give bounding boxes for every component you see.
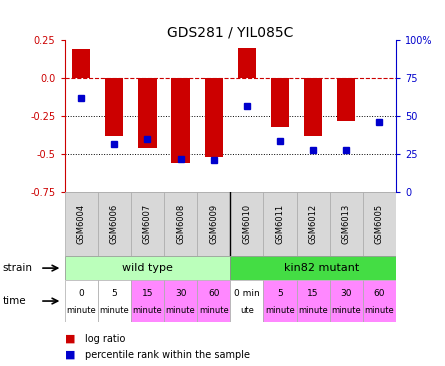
Bar: [330, 280, 363, 322]
Text: 60: 60: [208, 289, 219, 298]
Bar: [297, 192, 330, 256]
Bar: [271, 78, 289, 127]
Bar: [197, 192, 231, 256]
Text: log ratio: log ratio: [85, 333, 125, 344]
Text: minute: minute: [265, 306, 295, 315]
Title: GDS281 / YIL085C: GDS281 / YIL085C: [167, 25, 293, 39]
Text: percentile rank within the sample: percentile rank within the sample: [85, 350, 250, 360]
Bar: [263, 192, 296, 256]
Bar: [98, 280, 131, 322]
Text: GSM6006: GSM6006: [110, 204, 119, 244]
Text: GSM6013: GSM6013: [342, 204, 351, 244]
Text: 5: 5: [277, 289, 283, 298]
Bar: [164, 280, 197, 322]
Bar: [263, 280, 296, 322]
Text: minute: minute: [199, 306, 229, 315]
Bar: [171, 78, 190, 163]
Bar: [304, 78, 322, 136]
Text: GSM6004: GSM6004: [77, 204, 85, 244]
Bar: [98, 192, 131, 256]
Text: minute: minute: [332, 306, 361, 315]
Bar: [65, 192, 98, 256]
Text: GSM6009: GSM6009: [209, 204, 218, 244]
Text: ■: ■: [65, 350, 75, 360]
Bar: [337, 78, 356, 121]
Text: 0 min: 0 min: [234, 289, 260, 298]
Text: time: time: [2, 296, 26, 306]
Bar: [238, 48, 256, 78]
Text: 0: 0: [78, 289, 84, 298]
Bar: [297, 280, 330, 322]
Bar: [105, 78, 123, 136]
Text: minute: minute: [133, 306, 162, 315]
Text: GSM6010: GSM6010: [243, 204, 251, 244]
Text: 30: 30: [175, 289, 186, 298]
Bar: [164, 192, 197, 256]
Text: ■: ■: [65, 333, 75, 344]
Bar: [231, 192, 263, 256]
Bar: [197, 280, 231, 322]
Text: GSM6012: GSM6012: [309, 204, 318, 244]
Text: GSM6005: GSM6005: [375, 204, 384, 244]
Text: 30: 30: [340, 289, 352, 298]
Text: minute: minute: [298, 306, 328, 315]
Bar: [131, 280, 164, 322]
Bar: [205, 78, 223, 157]
Text: 60: 60: [374, 289, 385, 298]
Text: ute: ute: [240, 306, 254, 315]
Bar: [138, 78, 157, 148]
Bar: [65, 256, 231, 280]
Bar: [72, 49, 90, 78]
Text: GSM6011: GSM6011: [275, 204, 284, 244]
Bar: [65, 280, 98, 322]
Bar: [231, 256, 413, 280]
Bar: [363, 280, 396, 322]
Text: 5: 5: [111, 289, 117, 298]
Text: kin82 mutant: kin82 mutant: [284, 263, 359, 273]
Text: wild type: wild type: [122, 263, 173, 273]
Bar: [231, 280, 263, 322]
Text: minute: minute: [66, 306, 96, 315]
Text: minute: minute: [364, 306, 394, 315]
Text: strain: strain: [2, 263, 32, 273]
Text: 15: 15: [142, 289, 153, 298]
Text: minute: minute: [99, 306, 129, 315]
Bar: [131, 192, 164, 256]
Bar: [330, 192, 363, 256]
Text: 15: 15: [307, 289, 319, 298]
Text: GSM6008: GSM6008: [176, 204, 185, 244]
Text: GSM6007: GSM6007: [143, 204, 152, 244]
Text: minute: minute: [166, 306, 195, 315]
Bar: [363, 192, 396, 256]
